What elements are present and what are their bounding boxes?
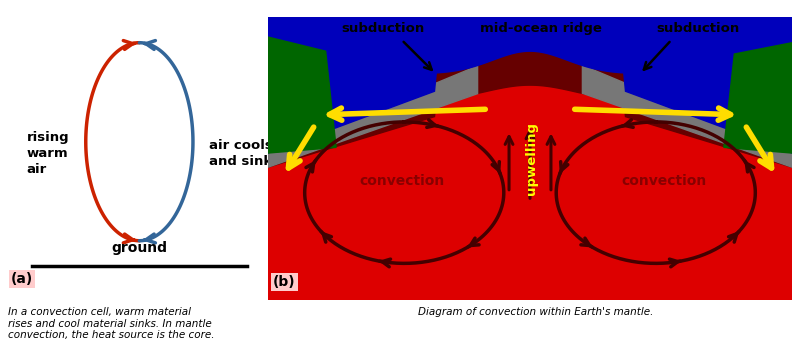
Polygon shape bbox=[268, 66, 478, 167]
Polygon shape bbox=[582, 65, 792, 167]
Polygon shape bbox=[268, 17, 792, 153]
Text: rising
warm
air: rising warm air bbox=[27, 130, 70, 176]
Text: upwelling: upwelling bbox=[525, 122, 538, 195]
Text: subduction: subduction bbox=[656, 22, 739, 35]
Text: (b): (b) bbox=[274, 275, 296, 289]
Text: mid-ocean ridge: mid-ocean ridge bbox=[479, 22, 602, 35]
Text: air cools
and sinks: air cools and sinks bbox=[209, 139, 280, 168]
Text: Diagram of convection within Earth's mantle.: Diagram of convection within Earth's man… bbox=[418, 307, 654, 317]
Polygon shape bbox=[268, 37, 336, 153]
Text: subduction: subduction bbox=[342, 22, 425, 35]
Text: (a): (a) bbox=[10, 272, 33, 286]
Text: convection: convection bbox=[359, 174, 444, 188]
Text: convection: convection bbox=[621, 174, 706, 188]
Polygon shape bbox=[268, 51, 792, 167]
Text: ground: ground bbox=[111, 241, 167, 255]
Text: In a convection cell, warm material
rises and cool material sinks. In mantle
con: In a convection cell, warm material rise… bbox=[8, 307, 214, 340]
Polygon shape bbox=[724, 43, 792, 153]
